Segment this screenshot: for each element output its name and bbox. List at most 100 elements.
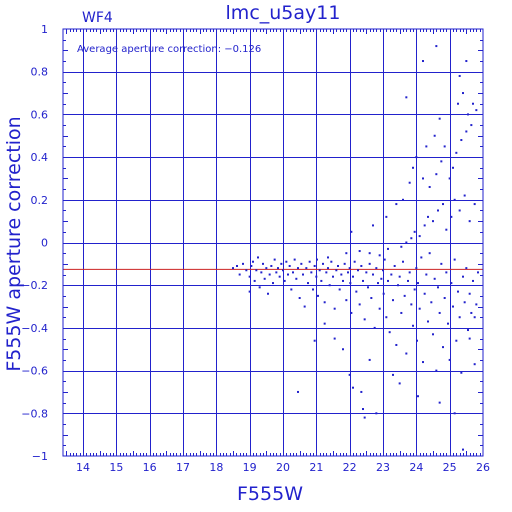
data-point <box>263 277 266 280</box>
data-point <box>455 339 458 342</box>
data-point <box>445 228 448 231</box>
y-tick-label: −0.2 <box>21 279 48 292</box>
plot-frame <box>62 28 484 457</box>
data-point <box>345 299 348 302</box>
data-point <box>335 269 338 272</box>
data-point <box>453 198 456 201</box>
data-point <box>283 279 286 282</box>
data-point <box>368 358 371 361</box>
data-point <box>343 262 346 265</box>
data-point <box>418 307 421 310</box>
data-point <box>440 160 443 163</box>
data-point <box>363 416 366 419</box>
data-point <box>465 267 468 270</box>
data-point <box>417 282 419 285</box>
data-points <box>232 45 479 451</box>
data-point <box>473 316 476 319</box>
x-tick-label: 22 <box>343 461 357 474</box>
data-point <box>245 269 248 272</box>
data-point <box>465 130 468 133</box>
x-tick-label: 17 <box>176 461 190 474</box>
panel-label: WF4 <box>82 10 113 26</box>
data-point <box>280 262 283 265</box>
data-point <box>405 96 408 99</box>
data-point <box>360 264 363 267</box>
y-tick-label: 1 <box>41 23 48 36</box>
x-tick-label: 19 <box>243 461 257 474</box>
data-point <box>330 260 333 263</box>
data-point <box>282 269 284 272</box>
data-point <box>470 311 473 314</box>
data-point <box>328 284 331 287</box>
data-point <box>367 286 369 289</box>
data-point <box>352 386 354 389</box>
data-point <box>372 273 374 276</box>
data-point <box>312 288 314 291</box>
data-point <box>463 301 466 304</box>
data-point <box>467 113 469 116</box>
data-point <box>405 241 408 244</box>
data-point <box>397 284 399 287</box>
data-point <box>285 260 288 263</box>
data-point <box>368 252 371 255</box>
data-point <box>353 260 356 263</box>
data-point <box>248 275 251 278</box>
data-point <box>305 267 308 270</box>
data-point <box>316 258 318 261</box>
data-point <box>368 262 371 265</box>
data-point <box>252 260 254 263</box>
data-point <box>293 258 296 261</box>
data-point <box>355 290 358 293</box>
data-point <box>382 269 384 272</box>
y-tick-label: −0.8 <box>21 407 48 420</box>
data-point <box>318 269 321 272</box>
data-point <box>432 333 434 336</box>
data-point <box>458 74 461 77</box>
data-point <box>442 203 444 206</box>
data-point <box>375 412 378 415</box>
data-point <box>332 275 334 278</box>
data-point <box>415 156 418 159</box>
x-tick-label: 16 <box>143 461 157 474</box>
data-point <box>302 273 304 276</box>
data-point <box>363 318 366 321</box>
data-point <box>402 260 404 263</box>
data-point <box>408 181 411 184</box>
data-point <box>433 277 436 280</box>
data-point <box>423 224 426 227</box>
data-point <box>362 408 364 411</box>
data-point <box>323 322 326 325</box>
data-point <box>448 177 451 180</box>
data-point <box>248 290 251 293</box>
data-point <box>440 262 443 265</box>
data-point <box>272 282 274 285</box>
data-point <box>405 352 408 355</box>
data-point <box>458 209 461 212</box>
data-point <box>313 264 316 267</box>
data-point <box>457 102 459 105</box>
data-point <box>348 373 351 376</box>
data-point <box>403 294 406 297</box>
data-point <box>432 220 434 223</box>
data-point <box>398 382 401 385</box>
data-point <box>387 279 389 282</box>
data-point <box>462 92 464 95</box>
data-point <box>372 224 374 227</box>
data-point <box>475 109 478 112</box>
data-point <box>340 273 343 276</box>
data-point <box>313 339 316 342</box>
data-point <box>310 271 313 274</box>
data-point <box>448 358 451 361</box>
data-point <box>438 401 441 404</box>
data-point <box>242 262 244 265</box>
data-point <box>358 250 361 253</box>
data-point <box>365 271 368 274</box>
data-point <box>435 369 438 372</box>
x-tick-label: 24 <box>409 461 423 474</box>
x-tick-label: 15 <box>109 461 123 474</box>
data-point <box>378 254 381 257</box>
data-point <box>460 139 463 142</box>
data-point <box>468 220 471 223</box>
data-point <box>462 275 464 278</box>
data-point <box>425 273 428 276</box>
